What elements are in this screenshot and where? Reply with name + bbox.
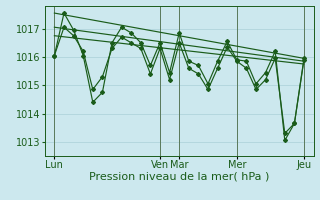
X-axis label: Pression niveau de la mer( hPa ): Pression niveau de la mer( hPa ) <box>89 172 269 182</box>
